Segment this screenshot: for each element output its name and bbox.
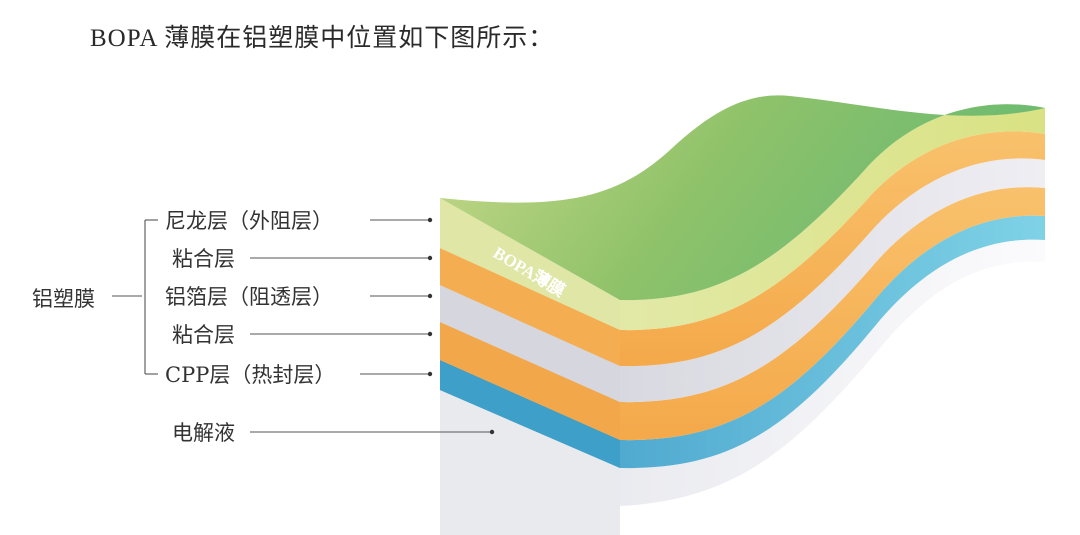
group-bracket: 铝塑膜 <box>32 219 158 375</box>
layer-label-6: 电解液 <box>172 421 495 445</box>
svg-text:尼龙层（外阻层）: 尼龙层（外阻层） <box>165 209 333 233</box>
adhesive-layer-1 <box>440 131 1045 367</box>
layer-label-4: 粘合层 <box>172 323 433 347</box>
adhesive-layer-2 <box>440 187 1045 441</box>
svg-text:电解液: 电解液 <box>172 421 235 445</box>
svg-text:粘合层: 粘合层 <box>172 247 235 271</box>
layer-label-5: CPP层（热封层） <box>165 363 433 387</box>
page-title: BOPA 薄膜在铝塑膜中位置如下图所示： <box>90 25 555 52</box>
svg-text:粘合层: 粘合层 <box>172 323 235 347</box>
layer-label-3: 铝箔层（阻透层） <box>165 285 433 309</box>
electrolyte-layer <box>440 239 1045 535</box>
aluminum-foil-layer <box>440 158 1045 403</box>
svg-text:CPP层（热封层）: CPP层（热封层） <box>165 363 335 387</box>
layer-label-1: 尼龙层（外阻层） <box>165 209 433 233</box>
cpp-layer <box>440 215 1045 469</box>
layer-label-2: 粘合层 <box>172 247 433 271</box>
svg-text:铝箔层（阻透层）: 铝箔层（阻透层） <box>165 285 333 309</box>
group-label: 铝塑膜 <box>32 287 95 311</box>
